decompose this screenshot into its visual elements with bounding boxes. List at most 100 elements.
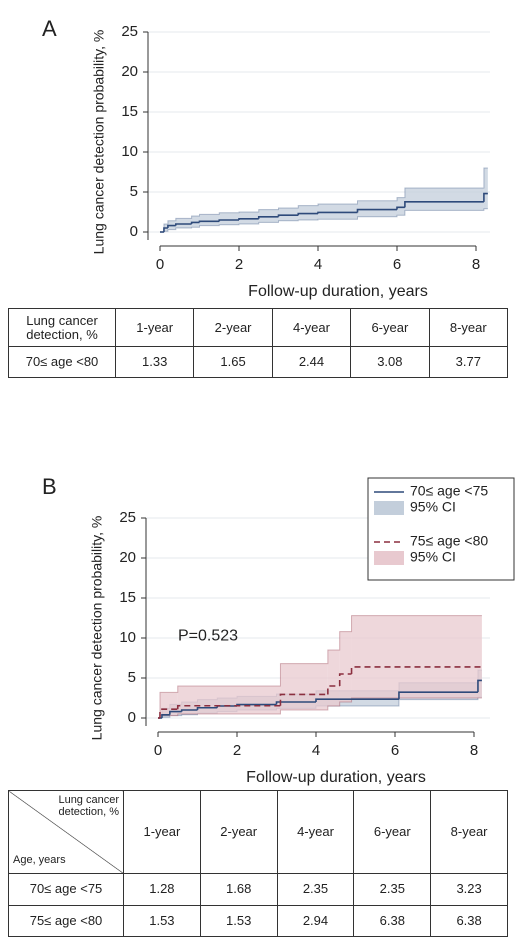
step-line bbox=[198, 220, 220, 223]
value-cell: 2.44 bbox=[271, 346, 352, 378]
x-tick-label: 8 bbox=[470, 742, 478, 759]
y-tick-label: 5 bbox=[130, 183, 138, 200]
corner-cell: Lung cancer detection, % Age, years bbox=[8, 790, 124, 874]
header-cell: 2-year bbox=[193, 308, 273, 347]
step-line bbox=[169, 710, 182, 715]
ci-band bbox=[280, 663, 328, 710]
header-cell: Lung cancer detection, % bbox=[8, 308, 116, 347]
legend-label: 70≤ age <75 bbox=[410, 483, 488, 499]
step-line bbox=[404, 201, 484, 208]
y-tick-label: 10 bbox=[119, 629, 136, 646]
row: 70≤ age <75 1.28 1.68 2.35 2.35 3.23 bbox=[8, 873, 508, 906]
step-line bbox=[279, 693, 328, 706]
value-cell: 1.53 bbox=[199, 904, 278, 937]
ci-edge bbox=[160, 208, 488, 233]
ci-band bbox=[339, 631, 352, 702]
ci-band bbox=[219, 212, 239, 225]
step-line bbox=[257, 216, 279, 219]
header-cell: 6-year bbox=[350, 308, 430, 347]
step-line bbox=[350, 666, 482, 674]
step-line bbox=[196, 706, 218, 710]
header-label: Age, years bbox=[13, 854, 66, 867]
y-tick-label: 20 bbox=[121, 63, 138, 80]
x-tick-label: 6 bbox=[391, 742, 399, 759]
y-tick-label: 25 bbox=[121, 23, 138, 40]
step-line bbox=[398, 691, 478, 700]
legend-swatch bbox=[374, 501, 404, 515]
y-tick-label: 10 bbox=[121, 143, 138, 160]
x-tick-label: 8 bbox=[472, 256, 480, 273]
header-row: Lung cancer detection, % Age, years 1-year… bbox=[8, 790, 508, 874]
x-tick-label: 2 bbox=[233, 742, 241, 759]
step-line bbox=[396, 206, 405, 210]
value-cell: 2.35 bbox=[276, 873, 355, 906]
x-axis-title: Follow-up duration, years bbox=[246, 769, 426, 786]
step-line bbox=[167, 224, 176, 228]
header-cell: 8-year bbox=[430, 790, 508, 874]
value-cell: 2.94 bbox=[276, 904, 355, 937]
table-b: Lung cancer detection, % Age, years 1-year… bbox=[8, 790, 508, 937]
step-line bbox=[315, 698, 399, 702]
header-row: Lung cancer detection, % 1-year 2-year 4-ye… bbox=[8, 308, 509, 347]
x-tick-label: 0 bbox=[154, 742, 162, 759]
step-line bbox=[477, 679, 482, 693]
step-line bbox=[238, 218, 259, 220]
step-line bbox=[190, 221, 200, 224]
y-tick-label: 20 bbox=[119, 549, 136, 566]
y-tick-label: 25 bbox=[119, 509, 136, 526]
step-line bbox=[176, 704, 281, 710]
table-a: Lung cancer detection, % 1-year 2-year 4-ye… bbox=[8, 308, 509, 378]
header-cell: 1-year bbox=[123, 790, 201, 874]
header-cell: 6-year bbox=[353, 790, 432, 874]
header-label: Lung cancer detection, % bbox=[58, 794, 119, 818]
panel-label: B bbox=[42, 474, 57, 499]
step-line bbox=[175, 223, 192, 226]
value-cell: 3.23 bbox=[430, 873, 508, 906]
x-tick-label: 6 bbox=[393, 256, 401, 273]
value-cell: 6.38 bbox=[353, 904, 432, 937]
panel-label: A bbox=[42, 16, 57, 41]
value-cell: 1.53 bbox=[123, 904, 201, 937]
header-cell: 4-year bbox=[276, 790, 355, 874]
legend-label: 75≤ age <80 bbox=[410, 533, 488, 549]
y-axis-title: Lung cancer detection probability, % bbox=[91, 30, 107, 255]
step-line bbox=[275, 701, 316, 705]
step-line bbox=[297, 212, 318, 216]
ci-band bbox=[397, 197, 405, 216]
step-line bbox=[218, 219, 239, 222]
step-line bbox=[327, 685, 340, 695]
header-cell: 1-year bbox=[114, 308, 195, 347]
annotation: P=0.523 bbox=[178, 628, 238, 645]
ci-edge bbox=[158, 615, 482, 719]
header-cell: 8-year bbox=[428, 308, 509, 347]
x-tick-label: 4 bbox=[312, 742, 320, 759]
value-cell: 1.65 bbox=[193, 346, 273, 378]
y-axis-title: Lung cancer detection probability, % bbox=[89, 516, 105, 741]
value-cell: 1.68 bbox=[199, 873, 278, 906]
legend-swatch bbox=[374, 551, 404, 565]
ci-band bbox=[318, 204, 358, 220]
header-cell: 4-year bbox=[271, 308, 352, 347]
step-line bbox=[159, 708, 178, 718]
x-tick-label: 2 bbox=[235, 256, 243, 273]
value-cell: 3.08 bbox=[350, 346, 430, 378]
row-label: 70≤ age <75 bbox=[8, 873, 124, 906]
y-tick-label: 5 bbox=[128, 669, 136, 686]
row: 75≤ age <80 1.53 1.53 2.94 6.38 6.38 bbox=[8, 904, 508, 937]
ci-band bbox=[404, 188, 484, 211]
value-cell: 6.38 bbox=[430, 904, 508, 937]
y-tick-label: 0 bbox=[128, 709, 136, 726]
step-line bbox=[163, 227, 168, 232]
step-line bbox=[356, 208, 397, 213]
legend-label: 95% CI bbox=[410, 499, 456, 515]
value-cell: 1.33 bbox=[114, 346, 195, 378]
y-tick-label: 15 bbox=[119, 589, 136, 606]
step-line bbox=[277, 214, 299, 217]
step-line bbox=[161, 714, 170, 718]
y-tick-label: 0 bbox=[130, 223, 138, 240]
row-label: 70≤ age <80 bbox=[8, 346, 116, 378]
legend-label: 95% CI bbox=[410, 549, 456, 565]
ci-band bbox=[199, 214, 220, 226]
